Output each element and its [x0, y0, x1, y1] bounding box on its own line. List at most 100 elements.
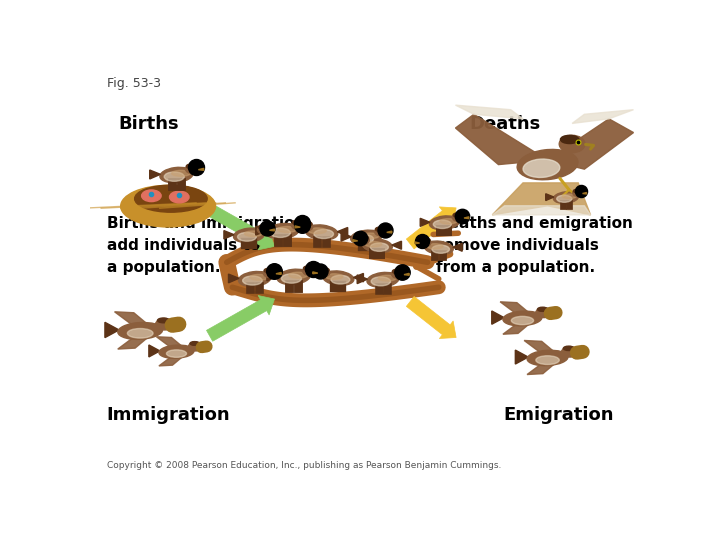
- Polygon shape: [516, 350, 528, 364]
- Ellipse shape: [160, 167, 193, 183]
- Polygon shape: [105, 322, 119, 338]
- Ellipse shape: [292, 221, 305, 230]
- Ellipse shape: [453, 213, 462, 217]
- Ellipse shape: [573, 189, 581, 193]
- Polygon shape: [156, 337, 184, 350]
- Text: Immigration: Immigration: [107, 406, 230, 424]
- Polygon shape: [159, 355, 184, 366]
- Ellipse shape: [559, 136, 585, 153]
- Ellipse shape: [282, 274, 302, 283]
- Ellipse shape: [292, 220, 302, 225]
- Polygon shape: [456, 105, 523, 119]
- Polygon shape: [547, 119, 634, 169]
- Ellipse shape: [258, 226, 270, 234]
- Ellipse shape: [536, 308, 552, 318]
- Ellipse shape: [374, 227, 387, 236]
- Ellipse shape: [503, 311, 542, 326]
- Text: Fig. 53-3: Fig. 53-3: [107, 77, 161, 90]
- Ellipse shape: [355, 234, 374, 244]
- Ellipse shape: [422, 238, 430, 242]
- Polygon shape: [354, 273, 364, 282]
- Ellipse shape: [554, 192, 578, 204]
- Ellipse shape: [562, 194, 577, 199]
- Ellipse shape: [190, 342, 199, 346]
- Ellipse shape: [233, 228, 264, 242]
- Ellipse shape: [300, 222, 313, 231]
- Ellipse shape: [314, 230, 333, 239]
- Ellipse shape: [142, 190, 161, 201]
- Polygon shape: [295, 226, 300, 228]
- Text: Births and immigration
add individuals to
a population.: Births and immigration add individuals t…: [107, 216, 305, 275]
- Polygon shape: [527, 361, 557, 375]
- Ellipse shape: [277, 269, 310, 285]
- Text: Copyright © 2008 Pearson Education, Inc., publishing as Pearson Benjamin Cumming: Copyright © 2008 Pearson Education, Inc.…: [107, 461, 501, 470]
- Polygon shape: [114, 312, 150, 328]
- Text: Emigration: Emigration: [503, 406, 613, 424]
- Polygon shape: [503, 322, 531, 334]
- Ellipse shape: [158, 318, 169, 323]
- Ellipse shape: [305, 225, 338, 240]
- Polygon shape: [199, 168, 204, 170]
- Polygon shape: [228, 274, 239, 283]
- Ellipse shape: [371, 277, 390, 286]
- Polygon shape: [392, 241, 402, 249]
- Ellipse shape: [562, 347, 578, 357]
- Polygon shape: [269, 229, 274, 231]
- Polygon shape: [118, 335, 150, 349]
- Ellipse shape: [375, 227, 384, 232]
- Ellipse shape: [325, 274, 343, 279]
- Ellipse shape: [424, 241, 454, 254]
- Ellipse shape: [320, 268, 329, 272]
- Ellipse shape: [304, 266, 313, 271]
- Ellipse shape: [331, 275, 350, 284]
- Ellipse shape: [164, 172, 184, 181]
- Ellipse shape: [361, 233, 379, 239]
- Ellipse shape: [370, 243, 388, 251]
- Polygon shape: [464, 217, 469, 219]
- Ellipse shape: [536, 356, 559, 364]
- Ellipse shape: [243, 276, 262, 285]
- Polygon shape: [492, 311, 504, 324]
- Polygon shape: [582, 192, 587, 194]
- Polygon shape: [341, 233, 351, 241]
- Ellipse shape: [189, 342, 202, 351]
- Ellipse shape: [360, 236, 369, 240]
- Polygon shape: [404, 273, 409, 275]
- Polygon shape: [524, 341, 557, 356]
- Ellipse shape: [523, 159, 559, 178]
- Polygon shape: [387, 231, 392, 233]
- Ellipse shape: [560, 136, 579, 144]
- Ellipse shape: [186, 165, 199, 173]
- Polygon shape: [224, 231, 234, 239]
- Text: Deaths and emigration
remove individuals
from a population.: Deaths and emigration remove individuals…: [436, 216, 633, 275]
- Ellipse shape: [169, 191, 189, 203]
- Polygon shape: [500, 302, 531, 316]
- Ellipse shape: [270, 228, 290, 238]
- Polygon shape: [149, 345, 160, 357]
- Ellipse shape: [264, 268, 274, 273]
- Ellipse shape: [527, 350, 568, 366]
- Ellipse shape: [238, 233, 256, 241]
- Ellipse shape: [166, 350, 186, 357]
- Ellipse shape: [156, 319, 174, 330]
- Polygon shape: [456, 114, 547, 165]
- Polygon shape: [315, 270, 321, 272]
- Ellipse shape: [378, 275, 396, 281]
- Ellipse shape: [452, 213, 464, 221]
- Polygon shape: [546, 194, 554, 200]
- Ellipse shape: [121, 185, 215, 227]
- Ellipse shape: [362, 239, 392, 253]
- Ellipse shape: [186, 164, 196, 168]
- Polygon shape: [276, 273, 281, 274]
- Polygon shape: [453, 244, 462, 251]
- Ellipse shape: [557, 195, 572, 202]
- Ellipse shape: [302, 266, 316, 275]
- Ellipse shape: [392, 269, 405, 278]
- Ellipse shape: [429, 216, 459, 229]
- Ellipse shape: [127, 328, 153, 338]
- Polygon shape: [150, 170, 161, 179]
- Ellipse shape: [538, 307, 548, 312]
- Ellipse shape: [250, 274, 268, 280]
- Ellipse shape: [367, 272, 399, 287]
- Polygon shape: [256, 226, 266, 235]
